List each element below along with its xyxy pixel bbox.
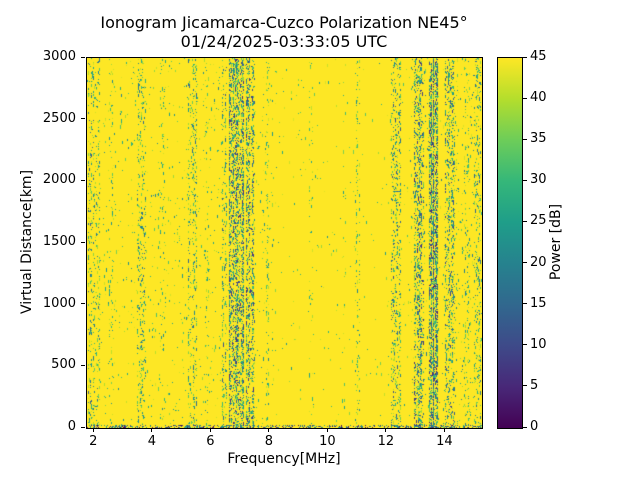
x-tick-label: 12 [377,434,395,449]
x-tick-label: 4 [147,434,156,449]
colorbar-tick-label: 40 [530,90,547,106]
x-tick-label: 2 [89,434,98,449]
colorbar-tick [523,385,527,387]
y-tick-label: 2000 [42,172,76,188]
y-tick [81,56,85,58]
colorbar-tick-label: 30 [530,172,547,188]
y-tick [81,364,85,366]
heatmap-canvas [87,58,482,428]
colorbar-tick [523,179,527,181]
colorbar-tick-label: 15 [530,295,547,311]
y-tick [81,241,85,243]
colorbar-tick-label: 5 [530,377,539,393]
y-tick [81,426,85,428]
colorbar-tick-label: 0 [530,419,539,434]
colorbar-label: Power [dB] [548,203,564,281]
x-tick-label: 6 [206,434,215,449]
colorbar-tick-label: 35 [530,131,547,147]
colorbar-tick-label: 10 [530,336,547,352]
y-tick-label: 500 [51,357,76,373]
colorbar-tick [523,56,527,58]
plot-area [86,57,483,429]
y-tick-label: 3000 [42,49,76,64]
y-tick-label: 0 [67,419,76,434]
chart-title-line2: 01/24/2025-03:33:05 UTC [180,32,388,51]
chart-title: Ionogram Jicamarca-Cuzco Polarization NE… [86,13,482,51]
colorbar-tick [523,138,527,140]
colorbar-tick [523,220,527,222]
y-axis-label: Virtual Distance[km] [19,169,35,315]
y-tick [81,118,85,120]
chart-title-line1: Ionogram Jicamarca-Cuzco Polarization NE… [100,13,468,32]
y-tick-label: 1000 [42,295,76,311]
y-tick-label: 2500 [42,110,76,126]
y-tick-label: 1500 [42,234,76,249]
colorbar-tick [523,97,527,99]
colorbar [497,57,523,429]
y-tick [81,179,85,181]
x-tick-label: 10 [319,434,336,449]
colorbar-tick [523,303,527,305]
x-tick-label: 8 [264,434,273,449]
y-tick [81,303,85,305]
colorbar-tick-label: 45 [530,49,547,64]
colorbar-tick [523,344,527,346]
x-tick-label: 14 [436,434,453,449]
colorbar-tick [523,262,527,264]
colorbar-tick [523,426,527,428]
x-axis-label: Frequency[MHz] [227,451,341,467]
